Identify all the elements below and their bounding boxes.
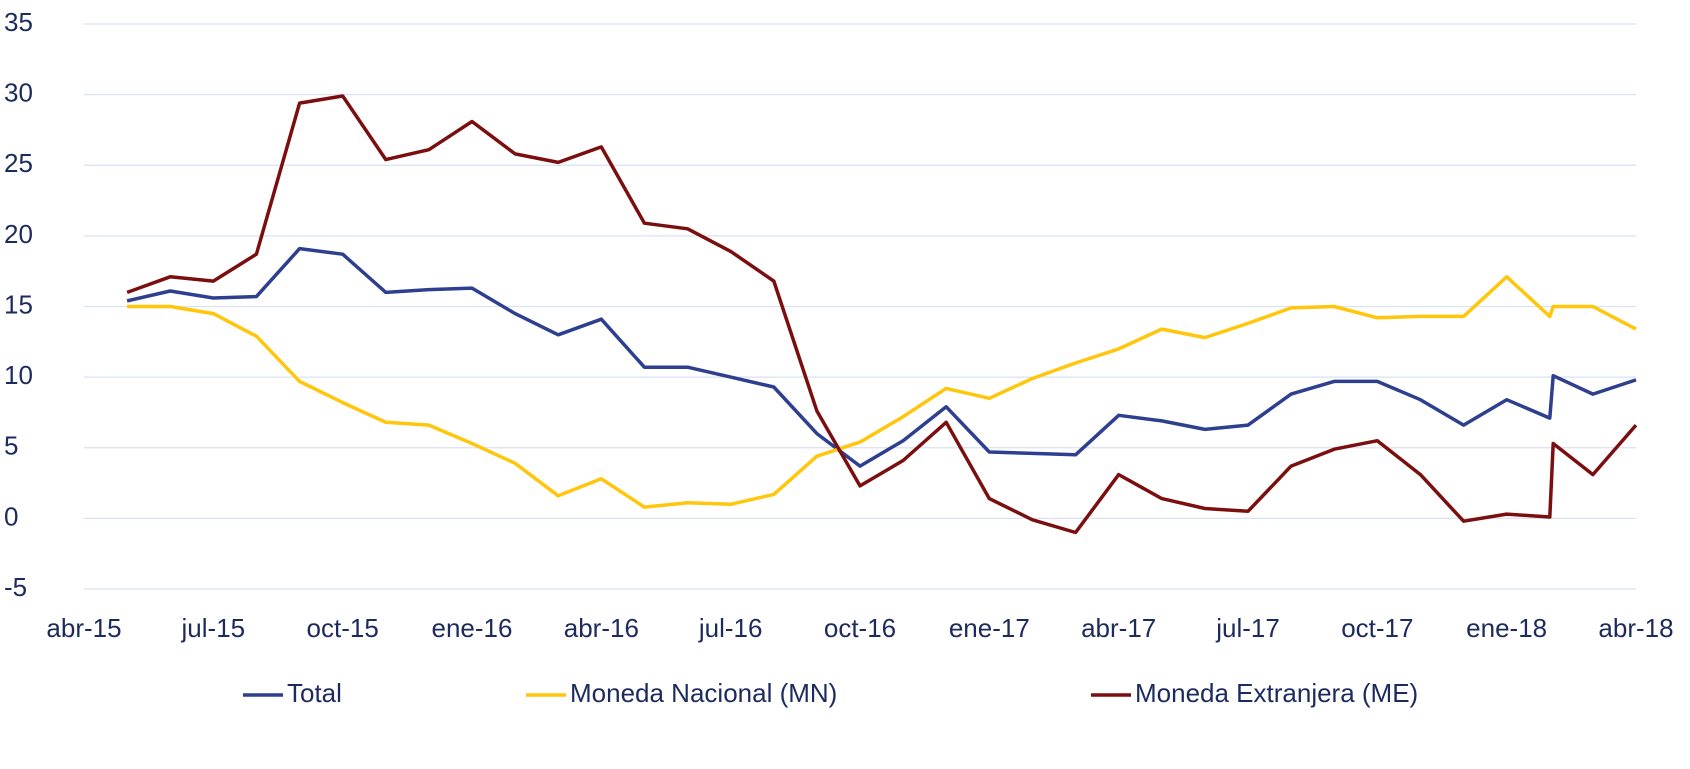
y-tick-label: 30 bbox=[4, 78, 33, 108]
x-tick-label: abr-16 bbox=[564, 613, 639, 643]
x-tick-label: abr-18 bbox=[1598, 613, 1673, 643]
x-tick-label: oct-17 bbox=[1341, 613, 1413, 643]
legend-label: Moneda Extranjera (ME) bbox=[1135, 678, 1418, 708]
x-tick-label: jul-15 bbox=[181, 613, 246, 643]
x-tick-label: ene-17 bbox=[949, 613, 1030, 643]
y-tick-label: -5 bbox=[4, 572, 27, 602]
y-tick-label: 35 bbox=[4, 7, 33, 37]
y-tick-label: 25 bbox=[4, 148, 33, 178]
x-tick-label: jul-17 bbox=[1215, 613, 1280, 643]
x-tick-label: ene-16 bbox=[432, 613, 513, 643]
series-line bbox=[126, 94, 1638, 535]
x-tick-label: ene-18 bbox=[1466, 613, 1547, 643]
y-tick-label: 10 bbox=[4, 360, 33, 390]
series-line bbox=[126, 246, 1637, 468]
y-tick-label: 5 bbox=[4, 431, 18, 461]
legend-label: Total bbox=[287, 678, 342, 708]
x-tick-label: abr-17 bbox=[1081, 613, 1156, 643]
y-tick-label: 0 bbox=[4, 501, 18, 531]
series-line bbox=[127, 275, 1637, 509]
legend-label: Moneda Nacional (MN) bbox=[570, 678, 837, 708]
y-tick-label: 20 bbox=[4, 219, 33, 249]
x-tick-label: jul-16 bbox=[698, 613, 763, 643]
y-tick-label: 15 bbox=[4, 289, 33, 319]
x-tick-label: oct-15 bbox=[307, 613, 379, 643]
x-tick-label: oct-16 bbox=[824, 613, 896, 643]
x-tick-label: abr-15 bbox=[46, 613, 121, 643]
